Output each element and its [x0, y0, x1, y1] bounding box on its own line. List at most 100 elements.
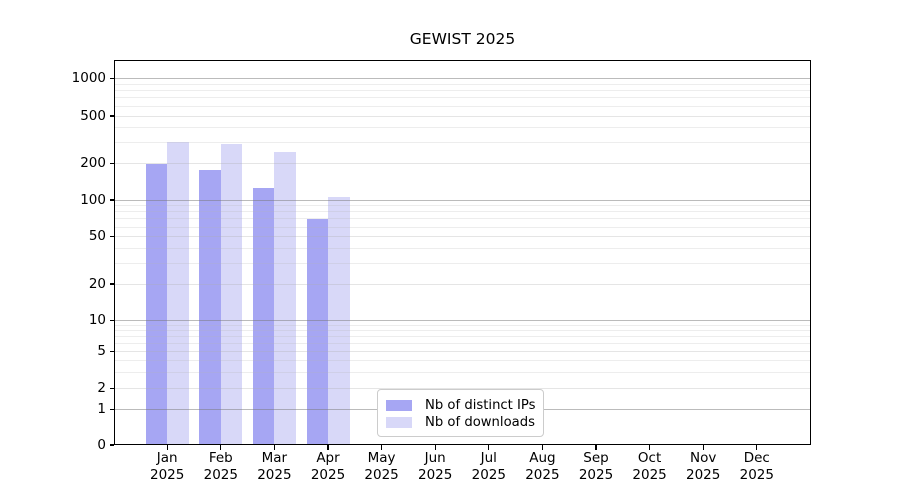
- x-tick-label-jun: Jun 2025: [403, 450, 467, 484]
- gridline-50: [115, 236, 810, 238]
- y-tick-2: [109, 387, 114, 389]
- y-tick-1000: [109, 77, 114, 79]
- x-tick-label-line: Nov: [690, 450, 717, 466]
- x-tick-label-may: May 2025: [350, 450, 414, 484]
- y-tick-label-10: 10: [88, 312, 106, 329]
- bar-nb-of-distinct-ips-jan: [145, 164, 168, 444]
- y-tick-20: [109, 283, 114, 285]
- x-tick-label-dec: Dec 2025: [725, 450, 789, 484]
- y-tick-200: [109, 162, 114, 164]
- gridline-minor: [115, 141, 810, 143]
- x-tick-label-line: Sep: [583, 450, 609, 466]
- x-tick-label-line: Jul: [480, 450, 497, 466]
- x-tick-label-apr: Apr 2025: [296, 450, 360, 484]
- x-tick-label-line: 2025: [310, 467, 346, 483]
- x-tick-label-mar: Mar 2025: [242, 450, 306, 484]
- gridline-10: [115, 320, 810, 322]
- x-tick-sep: [595, 445, 597, 450]
- gridline-minor: [115, 336, 810, 338]
- x-tick-label-feb: Feb 2025: [189, 450, 253, 484]
- legend-label-distinct-ips: Nb of distinct IPs: [425, 397, 536, 413]
- legend-swatch-distinct-ips: [386, 399, 412, 411]
- gridline-minor: [115, 105, 810, 107]
- gridline-minor: [115, 97, 810, 99]
- x-tick-may: [381, 445, 383, 450]
- gridline-200: [115, 162, 810, 164]
- y-tick-0: [109, 444, 114, 446]
- y-tick-label-20: 20: [88, 275, 106, 292]
- bar-nb-of-distinct-ips-apr: [306, 218, 328, 444]
- x-tick-label-line: Dec: [743, 450, 770, 466]
- gridline-minor: [115, 324, 810, 326]
- x-tick-label-line: Jun: [424, 450, 446, 466]
- x-tick-label-line: 2025: [632, 467, 667, 483]
- gridline-minor: [115, 226, 810, 228]
- x-tick-label-line: Mar: [261, 450, 288, 466]
- gridline-minor: [115, 205, 810, 207]
- x-tick-feb: [220, 445, 222, 450]
- gridline-minor: [115, 83, 810, 85]
- y-tick-500: [109, 115, 114, 117]
- x-tick-label-line: 2025: [150, 467, 185, 483]
- gridline-minor: [115, 330, 810, 332]
- x-tick-label-line: 2025: [257, 467, 292, 483]
- y-tick-1: [109, 408, 114, 410]
- bar-nb-of-downloads-mar: [274, 151, 296, 444]
- x-tick-label-line: Feb: [208, 450, 233, 466]
- x-tick-nov: [702, 445, 704, 450]
- x-tick-label-line: May: [367, 450, 396, 466]
- gridline-minor: [115, 89, 810, 91]
- y-tick-label-50: 50: [88, 228, 106, 245]
- y-tick-label-1: 1: [97, 400, 106, 417]
- gridline-minor: [115, 127, 810, 129]
- gridline-1000: [115, 77, 810, 79]
- gridline-minor: [115, 262, 810, 264]
- x-tick-label-line: Oct: [637, 450, 662, 466]
- x-tick-mar: [273, 445, 275, 450]
- y-tick-50: [109, 236, 114, 238]
- bar-nb-of-downloads-jan: [167, 142, 189, 444]
- x-tick-label-line: Apr: [316, 450, 340, 466]
- x-tick-jul: [488, 445, 490, 450]
- chart-title: GEWIST 2025: [409, 30, 516, 48]
- y-tick-label-0: 0: [97, 436, 106, 453]
- gridline-minor: [115, 211, 810, 213]
- y-tick-10: [109, 320, 114, 322]
- gridline-minor: [115, 371, 810, 373]
- legend: Nb of distinct IPs Nb of downloads: [377, 389, 544, 437]
- y-tick-label-5: 5: [97, 343, 106, 360]
- x-tick-label-jan: Jan 2025: [135, 450, 199, 484]
- x-tick-dec: [756, 445, 758, 450]
- legend-label-downloads: Nb of downloads: [425, 414, 535, 430]
- y-tick-label-500: 500: [80, 107, 106, 124]
- y-tick-100: [109, 199, 114, 201]
- x-tick-label-line: 2025: [739, 467, 774, 483]
- legend-swatch-downloads: [386, 416, 412, 428]
- x-tick-label-sep: Sep 2025: [564, 450, 628, 484]
- y-tick-5: [109, 351, 114, 353]
- legend-item-downloads: Nb of downloads: [386, 414, 535, 430]
- x-tick-jan: [166, 445, 168, 450]
- gridline-2: [115, 387, 810, 389]
- x-tick-label-line: Aug: [529, 450, 556, 466]
- x-tick-jun: [434, 445, 436, 450]
- x-tick-label-aug: Aug 2025: [510, 450, 574, 484]
- gridline-minor: [115, 343, 810, 345]
- x-tick-label-nov: Nov 2025: [671, 450, 735, 484]
- y-tick-label-200: 200: [80, 154, 106, 171]
- y-tick-label-1000: 1000: [71, 69, 106, 86]
- x-tick-label-line: 2025: [525, 467, 560, 483]
- y-tick-label-2: 2: [97, 379, 106, 396]
- bar-nb-of-distinct-ips-feb: [199, 170, 221, 444]
- y-tick-label-100: 100: [80, 191, 106, 208]
- x-tick-label-line: 2025: [686, 467, 721, 483]
- x-tick-apr: [327, 445, 329, 450]
- bar-nb-of-distinct-ips-mar: [252, 188, 275, 444]
- gridline-minor: [115, 218, 810, 220]
- x-tick-label-jul: Jul 2025: [457, 450, 521, 484]
- x-tick-label-line: Jan: [156, 450, 178, 466]
